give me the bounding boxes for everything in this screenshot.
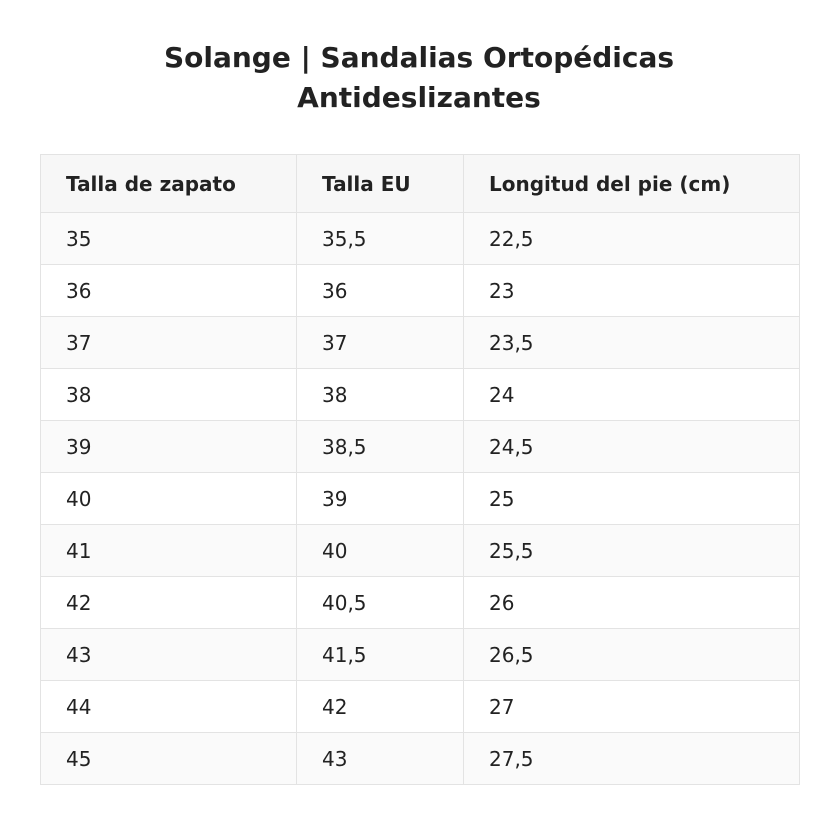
cell-eu-size: 38: [296, 368, 464, 421]
cell-foot-length: 24: [463, 368, 800, 421]
cell-eu-size: 40,5: [296, 576, 464, 629]
size-chart-table: Talla de zapato Talla EU Longitud del pi…: [40, 154, 800, 785]
cell-shoe-size: 40: [40, 472, 297, 525]
cell-foot-length: 27,5: [463, 732, 800, 785]
page-title-line-2: Antideslizantes: [297, 81, 541, 114]
cell-shoe-size: 36: [40, 264, 297, 317]
cell-eu-size: 37: [296, 316, 464, 369]
cell-foot-length: 25: [463, 472, 800, 525]
cell-eu-size: 36: [296, 264, 464, 317]
table-row: 39 38,5 24,5: [40, 420, 800, 473]
cell-eu-size: 39: [296, 472, 464, 525]
cell-shoe-size: 41: [40, 524, 297, 577]
cell-foot-length: 27: [463, 680, 800, 733]
cell-shoe-size: 43: [40, 628, 297, 681]
table-row: 44 42 27: [40, 680, 800, 733]
header-foot-length: Longitud del pie (cm): [463, 154, 800, 213]
table-row: 35 35,5 22,5: [40, 212, 800, 265]
cell-foot-length: 26,5: [463, 628, 800, 681]
table-row: 36 36 23: [40, 264, 800, 317]
header-shoe-size: Talla de zapato: [40, 154, 297, 213]
header-eu-size: Talla EU: [296, 154, 464, 213]
table-row: 42 40,5 26: [40, 576, 800, 629]
cell-shoe-size: 38: [40, 368, 297, 421]
table-row: 45 43 27,5: [40, 732, 800, 785]
cell-foot-length: 23,5: [463, 316, 800, 369]
cell-eu-size: 42: [296, 680, 464, 733]
table-row: 43 41,5 26,5: [40, 628, 800, 681]
table-header-row: Talla de zapato Talla EU Longitud del pi…: [40, 154, 800, 213]
table-row: 37 37 23,5: [40, 316, 800, 369]
table-row: 41 40 25,5: [40, 524, 800, 577]
cell-shoe-size: 35: [40, 212, 297, 265]
table-row: 40 39 25: [40, 472, 800, 525]
page-title: Solange | Sandalias Ortopédicas Antidesl…: [0, 38, 838, 118]
cell-shoe-size: 44: [40, 680, 297, 733]
page-title-line-1: Solange | Sandalias Ortopédicas: [163, 41, 675, 74]
cell-foot-length: 22,5: [463, 212, 800, 265]
cell-eu-size: 35,5: [296, 212, 464, 265]
cell-eu-size: 40: [296, 524, 464, 577]
cell-eu-size: 41,5: [296, 628, 464, 681]
cell-foot-length: 24,5: [463, 420, 800, 473]
cell-shoe-size: 42: [40, 576, 297, 629]
cell-shoe-size: 39: [40, 420, 297, 473]
cell-shoe-size: 45: [40, 732, 297, 785]
cell-foot-length: 25,5: [463, 524, 800, 577]
cell-shoe-size: 37: [40, 316, 297, 369]
cell-eu-size: 43: [296, 732, 464, 785]
cell-foot-length: 23: [463, 264, 800, 317]
cell-eu-size: 38,5: [296, 420, 464, 473]
table-row: 38 38 24: [40, 368, 800, 421]
cell-foot-length: 26: [463, 576, 800, 629]
